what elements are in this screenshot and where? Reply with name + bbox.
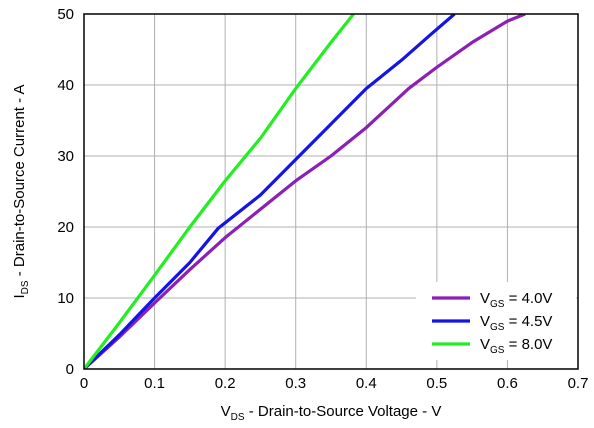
x-axis-label: VDS - Drain-to-Source Voltage - V bbox=[221, 403, 442, 423]
y-tick-label: 20 bbox=[57, 219, 74, 236]
x-tick-label: 0.5 bbox=[426, 375, 447, 392]
plot-frame bbox=[83, 13, 579, 370]
x-tick-labels: 0 0.1 0.2 0.3 0.4 0.5 0.6 0.7 bbox=[80, 375, 589, 392]
series-line bbox=[84, 14, 355, 369]
legend-label: VGS = 4.5V bbox=[480, 313, 552, 333]
y-tick-label: 0 bbox=[66, 361, 74, 378]
legend-label: VGS = 8.0V bbox=[480, 336, 552, 356]
series-lines bbox=[84, 14, 526, 369]
y-tick-label: 30 bbox=[57, 148, 74, 165]
legend: VGS = 4.0V VGS = 4.5V VGS = 8.0V bbox=[416, 282, 576, 360]
series-line bbox=[84, 14, 456, 369]
x-tick-label: 0.3 bbox=[285, 375, 306, 392]
x-tick-label: 0.1 bbox=[144, 375, 165, 392]
x-tick-label: 0.2 bbox=[215, 375, 236, 392]
y-axis-label: IDS - Drain-to-Source Current - A bbox=[11, 85, 31, 299]
x-tick-label: 0.6 bbox=[497, 375, 518, 392]
series-line bbox=[84, 14, 526, 369]
y-tick-labels: 0 10 20 30 40 50 bbox=[57, 6, 74, 378]
x-tick-label: 0 bbox=[80, 375, 88, 392]
x-tick-label: 0.4 bbox=[356, 375, 377, 392]
y-tick-label: 50 bbox=[57, 6, 74, 23]
legend-label: VGS = 4.0V bbox=[480, 290, 552, 310]
x-tick-label: 0.7 bbox=[568, 375, 589, 392]
y-tick-label: 10 bbox=[57, 290, 74, 307]
y-tick-label: 40 bbox=[57, 77, 74, 94]
